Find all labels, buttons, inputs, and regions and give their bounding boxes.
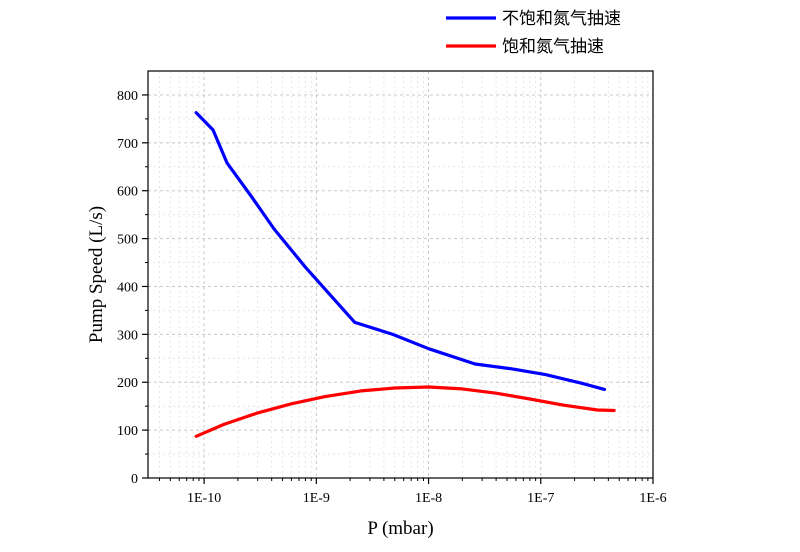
- y-tick-label: 0: [131, 472, 138, 487]
- ticks-layer: 1E-10 1E-9 1E-8 1E-7 1E-6 0 100 200 300 400 500 600…: [117, 89, 667, 506]
- grid-layer: [148, 70, 654, 479]
- y-axis-title: Pump Speed (L/s): [86, 206, 107, 343]
- y-tick-label: 600: [117, 185, 138, 200]
- x-tick-label: 1E-7: [527, 491, 554, 506]
- series-layer: [194, 111, 616, 438]
- y-tick-label: 800: [117, 89, 138, 104]
- y-tick-label: 500: [117, 233, 138, 248]
- x-tick-label: 1E-6: [639, 491, 666, 506]
- x-tick-label: 1E-10: [187, 491, 221, 506]
- legend-label-1: 不饱和氮气抽速: [502, 9, 621, 29]
- series-line-1: [194, 111, 607, 391]
- legend-label-2: 饱和氮气抽速: [502, 37, 604, 57]
- y-tick-label: 100: [117, 424, 138, 439]
- plot-frame: [147, 70, 654, 479]
- x-tick-label: 1E-8: [415, 491, 442, 506]
- x-tick-label: 1E-9: [303, 491, 330, 506]
- series-line-2: [194, 385, 616, 438]
- y-tick-label: 200: [117, 376, 138, 391]
- y-tick-label: 400: [117, 280, 138, 295]
- x-axis-title: P (mbar): [367, 518, 433, 539]
- y-tick-label: 700: [117, 137, 138, 152]
- y-tick-label: 300: [117, 328, 138, 343]
